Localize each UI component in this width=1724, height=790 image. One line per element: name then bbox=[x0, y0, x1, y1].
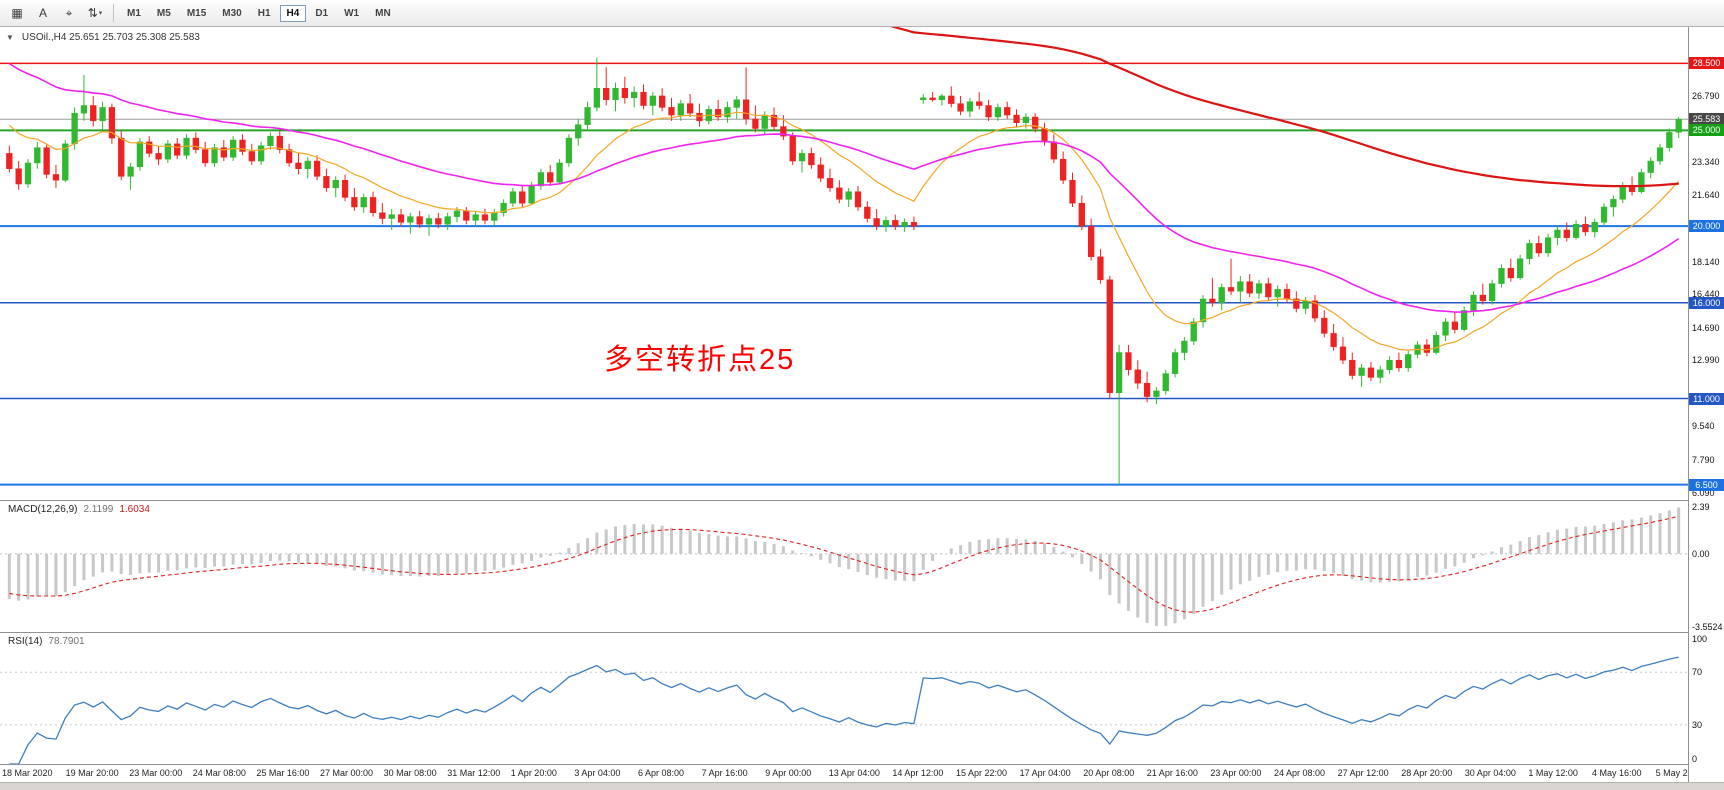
arrange-windows-icon: ⇅ bbox=[87, 6, 98, 20]
main-chart-plot[interactable] bbox=[0, 27, 1688, 500]
time-label: 23 Apr 00:00 bbox=[1210, 768, 1262, 778]
price-label: 2.39 bbox=[1692, 502, 1710, 512]
time-label: 30 Mar 08:00 bbox=[383, 768, 437, 778]
level-price-badge: 11.000 bbox=[1689, 392, 1724, 405]
price-label: 18.140 bbox=[1692, 256, 1720, 267]
horizontal-scrollbar[interactable] bbox=[0, 782, 1724, 790]
toolbar-separator bbox=[113, 4, 114, 22]
pane-separator-axis[interactable] bbox=[0, 764, 1724, 765]
price-label: 12.990 bbox=[1692, 355, 1720, 366]
timeframe-button-M15[interactable]: M15 bbox=[186, 7, 207, 19]
chart-annotation-text[interactable]: 多空转折点25 bbox=[604, 344, 796, 376]
current-price-badge: 25.583 bbox=[1689, 113, 1724, 126]
timeframe-button-H4[interactable]: H4 bbox=[279, 4, 307, 22]
toolbar-button-arrange-windows[interactable]: ⇅ ▾ bbox=[83, 2, 107, 24]
chart-symbol-ohlc: USOil.,H4 25.651 25.703 25.308 25.583 bbox=[21, 32, 200, 43]
price-label: 14.690 bbox=[1692, 322, 1720, 333]
crosshair-icon: ⌖ bbox=[65, 5, 73, 20]
level-price-badge: 6.500 bbox=[1689, 478, 1724, 491]
time-label: 7 Apr 16:00 bbox=[701, 768, 748, 778]
new-chart-icon: ▦ bbox=[11, 6, 23, 20]
timeframe-button-H1[interactable]: H1 bbox=[257, 7, 271, 19]
time-label: 18 Mar 2020 bbox=[2, 768, 53, 778]
chevron-down-icon: ▾ bbox=[98, 10, 103, 17]
price-label: 26.790 bbox=[1692, 91, 1720, 102]
time-label: 1 Apr 20:00 bbox=[510, 768, 557, 778]
toolbar-button-annotate[interactable]: A bbox=[31, 2, 55, 24]
time-label: 24 Mar 08:00 bbox=[192, 768, 246, 778]
annotate-icon: A bbox=[38, 6, 47, 20]
time-label: 21 Apr 16:00 bbox=[1146, 768, 1198, 778]
timeframe-button-M5[interactable]: M5 bbox=[156, 7, 171, 19]
time-axis[interactable]: 18 Mar 2020 19 Mar 20:00 23 Mar 00:00 24 Ma… bbox=[0, 765, 1705, 782]
level-price-badge: 16.000 bbox=[1689, 296, 1724, 309]
time-label: 27 Mar 00:00 bbox=[320, 768, 374, 778]
price-label: 0.00 bbox=[1692, 548, 1710, 559]
level-price-badge: 25.000 bbox=[1689, 124, 1724, 137]
timeframe-button-MN[interactable]: MN bbox=[375, 7, 391, 19]
price-label: 9.540 bbox=[1692, 421, 1715, 432]
time-label: 28 Apr 20:00 bbox=[1401, 768, 1453, 778]
level-price-badge: 28.500 bbox=[1689, 57, 1724, 70]
time-label: 14 Apr 12:00 bbox=[892, 768, 944, 778]
rsi-label: RSI(14) 78.7901 bbox=[8, 636, 85, 647]
macd-signal-value: 1.6034 bbox=[119, 504, 150, 515]
pane-separator-macd[interactable] bbox=[0, 500, 1724, 501]
rsi-value: 78.7901 bbox=[48, 636, 85, 647]
price-label: 7.790 bbox=[1692, 454, 1715, 465]
price-label: 100 bbox=[1692, 634, 1708, 644]
timeframe-button-M1[interactable]: M1 bbox=[127, 7, 141, 19]
price-label: 6.090 bbox=[1692, 487, 1715, 498]
level-price-badge: 20.000 bbox=[1689, 220, 1724, 233]
time-label: 1 May 12:00 bbox=[1528, 768, 1578, 778]
timeframe-toolbar: M1 M5 M15 M30 H1 H4 D1 W1 MN bbox=[119, 4, 399, 22]
rsi-plot[interactable] bbox=[0, 633, 1688, 764]
macd-label: MACD(12,26,9) 2.1199 1.6034 bbox=[8, 504, 150, 515]
price-label: -3.5524 bbox=[1692, 622, 1723, 632]
time-label: 13 Apr 04:00 bbox=[828, 768, 880, 778]
time-label: 17 Apr 04:00 bbox=[1019, 768, 1071, 778]
price-label: 70 bbox=[1692, 667, 1703, 678]
time-label: 4 May 16:00 bbox=[1592, 768, 1642, 778]
objects-collapse-icon[interactable]: ▼ bbox=[6, 33, 14, 42]
macd-name: MACD(12,26,9) bbox=[8, 504, 78, 515]
price-label: 0 bbox=[1692, 754, 1698, 764]
time-label: 3 Apr 04:00 bbox=[574, 768, 621, 778]
toolbar-button-new-chart[interactable]: ▦ bbox=[5, 2, 29, 24]
time-label: 20 Apr 08:00 bbox=[1083, 768, 1135, 778]
price-label: 16.440 bbox=[1692, 289, 1720, 300]
time-label: 25 Mar 16:00 bbox=[256, 768, 310, 778]
toolbar-button-crosshair[interactable]: ⌖ bbox=[57, 2, 81, 24]
time-label: 15 Apr 22:00 bbox=[956, 768, 1008, 778]
time-label: 31 Mar 12:00 bbox=[447, 768, 501, 778]
time-label: 6 Apr 08:00 bbox=[638, 768, 685, 778]
chart-header: ▼ USOil.,H4 25.651 25.703 25.308 25.583 bbox=[6, 32, 200, 43]
timeframe-button-D1[interactable]: D1 bbox=[315, 7, 329, 19]
time-label: 9 Apr 00:00 bbox=[765, 768, 812, 778]
timeframe-button-M30[interactable]: M30 bbox=[222, 7, 242, 19]
toolbar: ▦ A ⌖ ⇅ ▾ M1 M5 M15 M30 H1 H4 D1 W1 MN bbox=[0, 0, 1724, 27]
macd-value: 2.1199 bbox=[83, 504, 114, 515]
time-label: 27 Apr 12:00 bbox=[1337, 768, 1389, 778]
price-scale[interactable]: 26.790 23.340 21.640 18.140 16.440 14.690 12.9… bbox=[1688, 27, 1724, 782]
rsi-name: RSI(14) bbox=[8, 636, 43, 647]
pane-separator-rsi[interactable] bbox=[0, 632, 1724, 633]
price-label: 30 bbox=[1692, 719, 1703, 730]
toolbar-icon-group: ▦ A ⌖ ⇅ ▾ bbox=[4, 2, 108, 24]
macd-plot[interactable] bbox=[0, 501, 1688, 632]
timeframe-button-W1[interactable]: W1 bbox=[344, 7, 360, 19]
time-label: 23 Mar 00:00 bbox=[129, 768, 183, 778]
price-label: 21.640 bbox=[1692, 189, 1720, 200]
price-label: 23.340 bbox=[1692, 157, 1720, 168]
time-label: 19 Mar 20:00 bbox=[65, 768, 119, 778]
time-label: 24 Apr 08:00 bbox=[1274, 768, 1326, 778]
time-label: 5 May 22:00 bbox=[1655, 768, 1706, 778]
time-label: 30 Apr 04:00 bbox=[1464, 768, 1516, 778]
